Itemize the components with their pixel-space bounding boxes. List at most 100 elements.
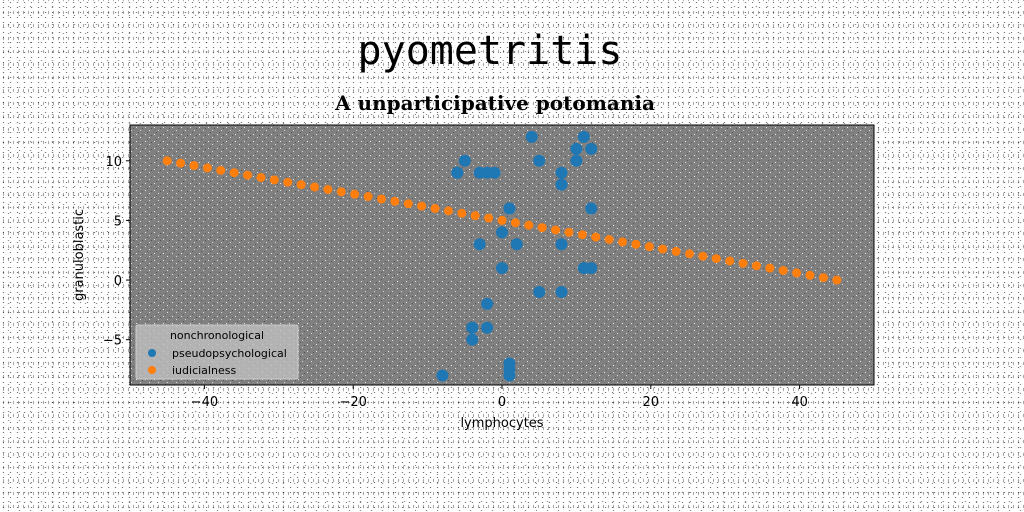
data-point-iudicialness (792, 268, 802, 278)
data-point-pseudopsychological (570, 154, 583, 167)
data-point-iudicialness (658, 244, 668, 254)
legend: nonchronological pseudopsychological iud… (135, 324, 299, 380)
data-point-iudicialness (176, 158, 186, 168)
data-point-pseudopsychological (481, 297, 494, 310)
legend-title: nonchronological (170, 329, 264, 342)
data-point-iudicialness (296, 180, 306, 190)
data-point-pseudopsychological (570, 142, 583, 155)
data-point-iudicialness (832, 275, 842, 285)
data-point-iudicialness (765, 263, 775, 273)
data-point-iudicialness (229, 168, 239, 178)
data-point-iudicialness (269, 175, 279, 185)
data-point-iudicialness (524, 220, 534, 230)
data-point-iudicialness (778, 266, 788, 276)
data-point-iudicialness (457, 208, 467, 218)
data-point-pseudopsychological (525, 130, 538, 143)
y-axis-label: granuloblastic (72, 209, 87, 301)
series-iudicialness (162, 156, 842, 285)
data-point-pseudopsychological (555, 238, 568, 251)
data-point-iudicialness (644, 242, 654, 252)
data-point-iudicialness (189, 161, 199, 171)
data-point-iudicialness (818, 273, 828, 283)
data-point-pseudopsychological (436, 369, 449, 382)
data-point-pseudopsychological (555, 178, 568, 191)
series-layer (162, 130, 842, 382)
data-point-pseudopsychological (466, 333, 479, 346)
data-point-pseudopsychological (510, 238, 523, 251)
data-point-pseudopsychological (488, 166, 501, 179)
data-point-iudicialness (671, 246, 681, 256)
data-point-iudicialness (430, 203, 440, 213)
data-point-pseudopsychological (585, 262, 598, 275)
data-point-iudicialness (256, 172, 266, 182)
data-point-iudicialness (336, 187, 346, 197)
data-point-pseudopsychological (466, 321, 479, 334)
chart-suptitle: pyometritis (358, 28, 623, 74)
y-tick-label: −5 (103, 334, 122, 349)
data-point-iudicialness (243, 170, 253, 180)
legend-marker-iudicialness (148, 366, 156, 374)
data-point-pseudopsychological (503, 202, 516, 215)
y-axis: −5 0 5 10 (103, 155, 130, 349)
y-tick-label: 10 (105, 155, 122, 170)
y-tick-label: 0 (114, 274, 122, 289)
data-point-pseudopsychological (503, 363, 516, 376)
data-point-iudicialness (350, 189, 360, 199)
data-point-iudicialness (390, 196, 400, 206)
data-point-pseudopsychological (585, 142, 598, 155)
data-point-iudicialness (443, 206, 453, 216)
data-point-pseudopsychological (555, 166, 568, 179)
data-point-iudicialness (564, 227, 574, 237)
plot-area: −40 −20 0 20 40 −5 0 5 10 nonchronological pseu… (103, 124, 875, 410)
data-point-iudicialness (216, 165, 226, 175)
data-point-pseudopsychological (533, 154, 546, 167)
data-point-iudicialness (323, 184, 333, 194)
x-tick-label: 20 (643, 395, 660, 410)
data-point-iudicialness (310, 182, 320, 192)
data-point-pseudopsychological (555, 285, 568, 298)
legend-box (135, 324, 299, 380)
data-point-pseudopsychological (533, 285, 546, 298)
data-point-iudicialness (470, 211, 480, 221)
data-point-iudicialness (698, 251, 708, 261)
data-point-pseudopsychological (481, 321, 494, 334)
data-point-iudicialness (403, 199, 413, 209)
data-point-pseudopsychological (458, 154, 471, 167)
data-point-iudicialness (162, 156, 172, 166)
data-point-iudicialness (577, 230, 587, 240)
x-tick-label: −20 (339, 395, 366, 410)
legend-marker-pseudopsychological (148, 349, 156, 357)
data-point-iudicialness (751, 261, 761, 271)
x-tick-label: 40 (791, 395, 808, 410)
x-tick-label: −40 (191, 395, 218, 410)
x-tick-label: 0 (498, 395, 506, 410)
data-point-iudicialness (604, 234, 614, 244)
data-point-pseudopsychological (496, 262, 508, 275)
data-point-iudicialness (631, 239, 641, 249)
data-point-iudicialness (738, 258, 748, 268)
data-point-pseudopsychological (496, 226, 508, 239)
data-point-iudicialness (363, 192, 373, 202)
chart-title: A unparticipative potomania (334, 91, 655, 115)
data-point-iudicialness (376, 194, 386, 204)
data-point-pseudopsychological (585, 202, 598, 215)
x-axis-label: lymphocytes (460, 416, 543, 431)
y-tick-label: 5 (114, 214, 122, 229)
data-point-iudicialness (283, 177, 293, 187)
data-point-iudicialness (510, 218, 520, 228)
data-point-iudicialness (725, 256, 735, 266)
data-point-iudicialness (202, 163, 212, 173)
data-point-pseudopsychological (451, 166, 464, 179)
data-point-iudicialness (417, 201, 427, 211)
data-point-iudicialness (618, 237, 628, 247)
data-point-iudicialness (484, 213, 494, 223)
legend-label-iudicialness: iudicialness (172, 364, 236, 377)
data-point-iudicialness (591, 232, 601, 242)
data-point-iudicialness (684, 249, 694, 259)
data-point-iudicialness (497, 215, 507, 225)
data-point-iudicialness (551, 225, 561, 235)
data-point-iudicialness (805, 270, 815, 280)
data-point-iudicialness (537, 223, 547, 233)
data-point-iudicialness (711, 254, 721, 264)
